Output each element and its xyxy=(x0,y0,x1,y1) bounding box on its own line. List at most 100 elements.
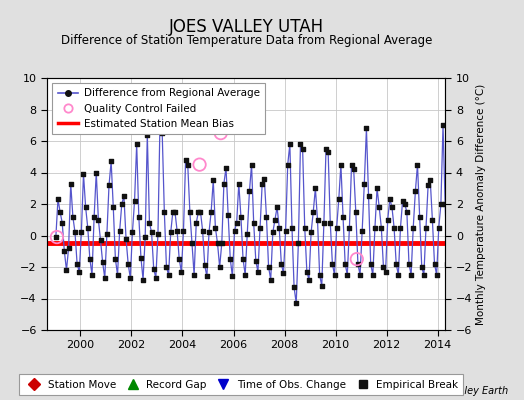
Point xyxy=(203,273,211,280)
Point xyxy=(233,220,241,226)
Point xyxy=(215,264,224,270)
Point xyxy=(424,182,432,188)
Point xyxy=(192,220,201,226)
Point xyxy=(392,261,400,267)
Point xyxy=(249,220,258,226)
Point xyxy=(456,264,464,270)
Point xyxy=(209,177,217,184)
Point xyxy=(224,212,232,218)
Point xyxy=(450,193,458,199)
Point xyxy=(145,220,154,226)
Point xyxy=(375,204,384,210)
Point xyxy=(271,216,279,223)
Point xyxy=(441,201,450,207)
Point xyxy=(400,201,409,207)
Point xyxy=(88,272,96,278)
Point xyxy=(199,228,207,234)
Point xyxy=(388,204,396,210)
Point xyxy=(128,229,137,236)
Point xyxy=(239,256,247,262)
Point xyxy=(368,272,377,278)
Point xyxy=(171,209,179,215)
Point xyxy=(283,162,292,168)
Point xyxy=(354,261,362,267)
Point xyxy=(320,220,328,226)
Point xyxy=(149,265,158,272)
Point xyxy=(439,122,447,128)
Point xyxy=(190,272,198,278)
Point xyxy=(73,261,81,267)
Point xyxy=(345,224,354,231)
Point xyxy=(265,264,273,270)
Point xyxy=(436,201,445,207)
Point xyxy=(124,261,133,267)
Point xyxy=(341,261,350,267)
Point xyxy=(75,268,83,275)
Point xyxy=(413,162,422,168)
Point xyxy=(416,214,424,220)
Text: Berkeley Earth: Berkeley Earth xyxy=(436,386,508,396)
Point xyxy=(69,214,77,220)
Point xyxy=(428,216,436,223)
Point xyxy=(422,224,430,231)
Point xyxy=(273,204,281,210)
Point xyxy=(313,216,322,223)
Point xyxy=(111,256,119,262)
Point xyxy=(305,276,313,283)
Point xyxy=(339,214,347,220)
Point xyxy=(301,224,309,231)
Point xyxy=(252,258,260,264)
Point xyxy=(220,180,228,187)
Point xyxy=(167,229,175,236)
Point xyxy=(353,256,361,262)
Point xyxy=(162,264,171,270)
Point xyxy=(307,229,315,236)
Point xyxy=(181,157,190,163)
Point xyxy=(151,275,160,281)
Point xyxy=(356,272,364,278)
Point xyxy=(173,228,181,234)
Point xyxy=(71,229,79,236)
Point xyxy=(335,196,343,202)
Point xyxy=(311,185,320,192)
Point xyxy=(411,188,420,195)
Point xyxy=(366,261,375,267)
Point xyxy=(90,214,99,220)
Point xyxy=(379,264,388,270)
Point xyxy=(67,180,75,187)
Point xyxy=(205,229,213,236)
Point xyxy=(60,248,69,254)
Point xyxy=(243,231,252,237)
Point xyxy=(96,237,105,244)
Point xyxy=(322,146,330,152)
Point xyxy=(447,224,456,231)
Point xyxy=(241,272,249,278)
Text: Difference of Station Temperature Data from Regional Average: Difference of Station Temperature Data f… xyxy=(61,34,432,47)
Point xyxy=(62,267,71,273)
Point xyxy=(371,224,379,231)
Point xyxy=(373,185,381,192)
Point xyxy=(377,224,386,231)
Point xyxy=(275,224,283,231)
Point xyxy=(337,162,345,168)
Point xyxy=(113,272,122,278)
Point xyxy=(235,180,243,187)
Point xyxy=(165,272,173,278)
Point xyxy=(185,209,194,215)
Point xyxy=(299,146,307,152)
Point xyxy=(277,261,286,267)
Point xyxy=(402,209,411,215)
Point xyxy=(358,228,366,234)
Point xyxy=(139,276,147,283)
Point xyxy=(135,214,143,220)
Point xyxy=(294,240,302,246)
Point xyxy=(269,229,277,236)
Point xyxy=(216,130,225,136)
Point xyxy=(426,177,434,184)
Point xyxy=(343,272,352,278)
Point xyxy=(137,254,145,261)
Point xyxy=(443,261,452,267)
Point xyxy=(352,209,360,215)
Point xyxy=(117,201,126,207)
Point xyxy=(260,176,268,182)
